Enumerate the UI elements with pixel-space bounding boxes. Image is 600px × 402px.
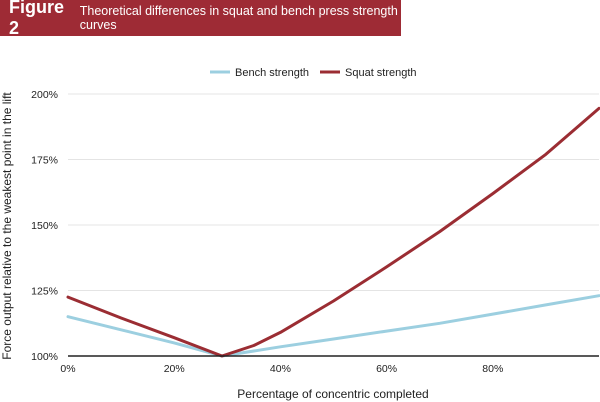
legend: Bench strength Squat strength — [210, 67, 417, 79]
figure-title: Theoretical differences in squat and ben… — [79, 4, 398, 32]
y-tick-label: 100% — [31, 351, 58, 363]
x-tick-label: 20% — [164, 363, 185, 375]
squat-strength-line — [66, 106, 600, 358]
x-tick-label: 60% — [376, 363, 397, 375]
legend-bench-label: Bench strength — [235, 67, 309, 79]
grid-lines — [68, 93, 599, 291]
x-tick-label: 40% — [270, 363, 291, 375]
series-lines — [66, 106, 600, 358]
x-axis-title: Percentage of concentric completed — [237, 387, 428, 401]
bench-strength-line — [66, 294, 600, 358]
y-tick-label: 200% — [31, 89, 58, 101]
figure-label: Figure 2 — [9, 0, 65, 38]
axis-ticks: 100% 125% 150% 175% 200% 0% 20% 40% 60% 80% — [31, 89, 503, 375]
x-tick-label: 80% — [482, 363, 503, 375]
y-axis-title: Force output relative to the weakest poi… — [0, 92, 14, 360]
legend-squat-label: Squat strength — [345, 67, 417, 79]
y-tick-label: 125% — [31, 286, 58, 298]
x-tick-label: 0% — [60, 363, 75, 375]
y-tick-label: 150% — [31, 220, 58, 232]
figure-banner: Figure 2 Theoretical differences in squa… — [0, 0, 401, 38]
y-tick-label: 175% — [31, 155, 58, 167]
